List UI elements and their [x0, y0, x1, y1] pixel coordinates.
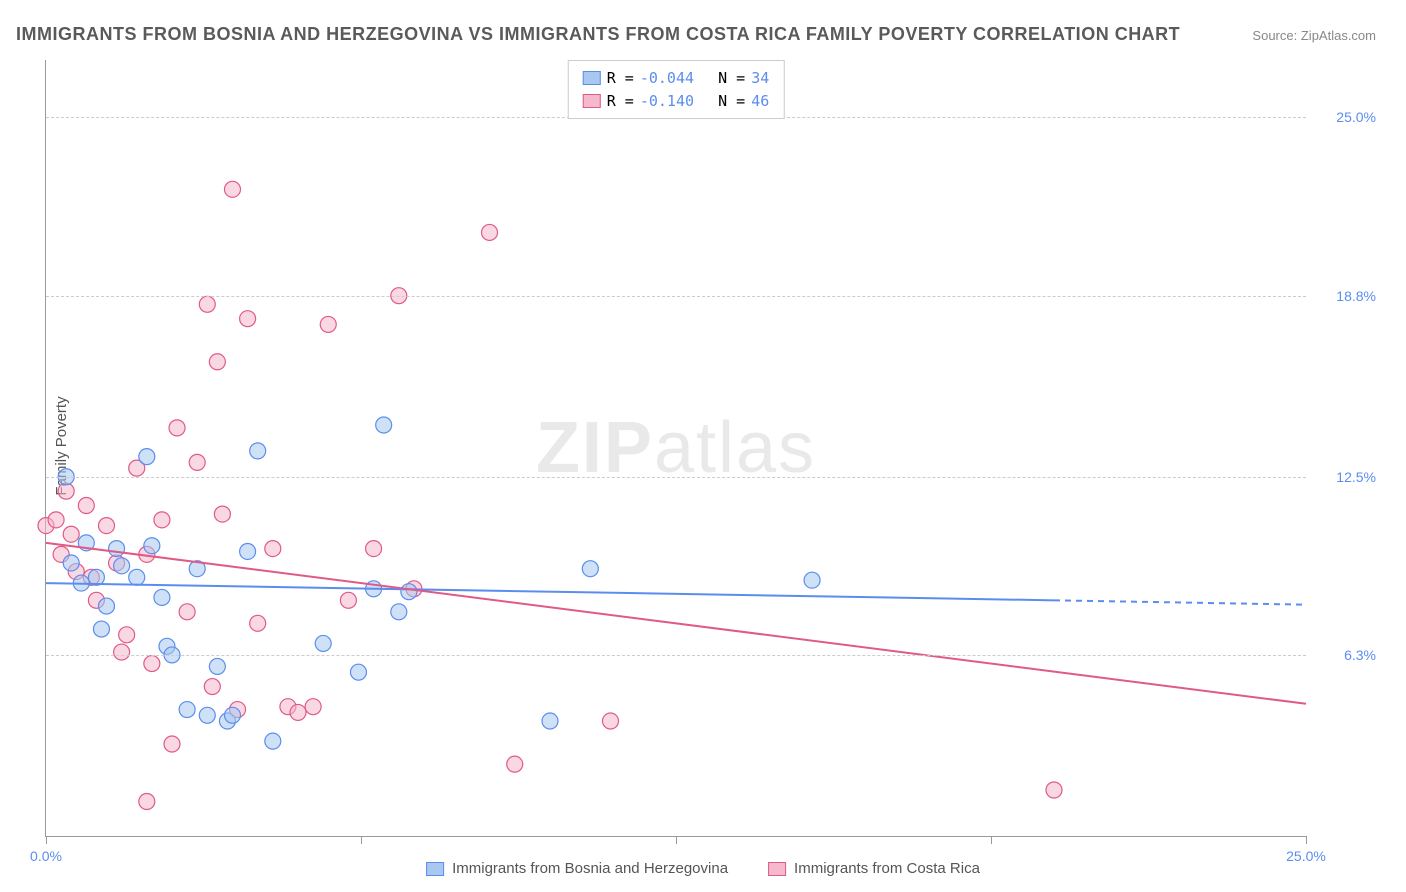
legend-swatch-bottom-1: [426, 862, 444, 876]
y-tick-label: 12.5%: [1336, 469, 1376, 485]
y-tick-label: 18.8%: [1336, 288, 1376, 304]
r-value-1: -0.044: [640, 67, 694, 90]
x-tick-label: 0.0%: [30, 848, 62, 864]
source-link[interactable]: ZipAtlas.com: [1301, 28, 1376, 43]
n-value-2: 46: [751, 90, 769, 113]
series-legend: Immigrants from Bosnia and Herzegovina I…: [426, 860, 980, 877]
chart-container: IMMIGRANTS FROM BOSNIA AND HERZEGOVINA V…: [0, 0, 1406, 892]
legend-item-1: Immigrants from Bosnia and Herzegovina: [426, 860, 728, 877]
legend-row-series-1: R = -0.044 N = 34: [583, 67, 770, 90]
legend-swatch-1: [583, 71, 601, 85]
x-tick-label: 25.0%: [1286, 848, 1326, 864]
correlation-legend: R = -0.044 N = 34 R = -0.140 N = 46: [568, 60, 785, 119]
source-attribution: Source: ZipAtlas.com: [1252, 28, 1376, 43]
chart-title: IMMIGRANTS FROM BOSNIA AND HERZEGOVINA V…: [16, 24, 1180, 45]
y-tick-label: 25.0%: [1336, 109, 1376, 125]
plot-svg: [46, 60, 1306, 836]
y-tick-label: 6.3%: [1344, 647, 1376, 663]
r-value-2: -0.140: [640, 90, 694, 113]
n-value-1: 34: [751, 67, 769, 90]
legend-label-2: Immigrants from Costa Rica: [794, 860, 980, 877]
source-label: Source:: [1252, 28, 1297, 43]
legend-item-2: Immigrants from Costa Rica: [768, 860, 980, 877]
legend-label-1: Immigrants from Bosnia and Herzegovina: [452, 860, 728, 877]
legend-row-series-2: R = -0.140 N = 46: [583, 90, 770, 113]
legend-swatch-bottom-2: [768, 862, 786, 876]
legend-swatch-2: [583, 94, 601, 108]
plot-area: ZIPatlas R = -0.044 N = 34 R = -0.140 N …: [45, 60, 1306, 837]
